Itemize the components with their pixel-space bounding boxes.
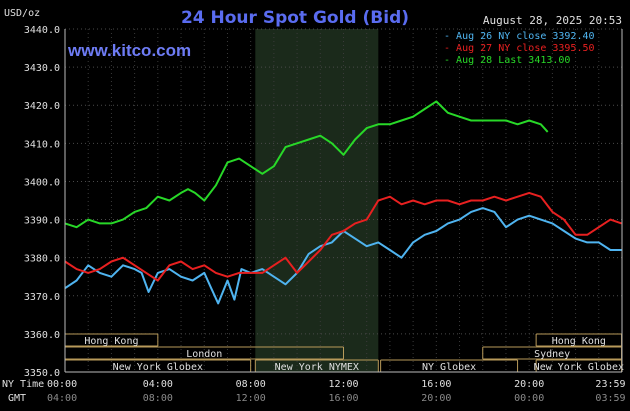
- series-line-1: [64, 191, 622, 282]
- x-tick-label-gmt: 00:00: [514, 393, 544, 404]
- x-tick-label-gmt: 03:59: [595, 393, 625, 404]
- x-tick-label-ny: 04:00: [143, 379, 173, 390]
- session-label: Hong Kong: [84, 336, 138, 347]
- gmt-row-label: GMT: [8, 393, 26, 404]
- website-label[interactable]: www.kitco.com: [67, 41, 191, 60]
- legend-label-aug28: Aug 28 Last 3413.00: [456, 55, 570, 66]
- y-axis-unit-label: USD/oz: [4, 8, 40, 19]
- timestamp: August 28, 2025 20:53: [483, 14, 622, 27]
- x-tick-label-ny: 00:00: [47, 379, 77, 390]
- y-tick-label: 3410.0: [24, 139, 60, 150]
- x-tick-label-gmt: 20:00: [421, 393, 451, 404]
- series-line-0: [64, 207, 622, 305]
- series-line-2: [64, 100, 549, 229]
- y-tick-label: 3390.0: [24, 216, 60, 227]
- legend: - Aug 26 NY close 3392.40 - Aug 27 NY cl…: [444, 31, 595, 66]
- chart-title: 24 Hour Spot Gold (Bid): [181, 8, 409, 28]
- session-label: Hong Kong: [552, 336, 606, 347]
- x-tick-label-gmt: 08:00: [143, 393, 173, 404]
- y-tick-label: 3420.0: [24, 101, 60, 112]
- legend-label-aug27: Aug 27 NY close 3395.50: [456, 43, 594, 54]
- y-tick-label: 3430.0: [24, 63, 60, 74]
- x-tick-label-gmt: 12:00: [236, 393, 266, 404]
- x-tick-label-ny: 20:00: [514, 379, 544, 390]
- y-tick-label: 3350.0: [24, 368, 60, 379]
- x-tick-label-ny: 08:00: [236, 379, 266, 390]
- x-tick-label-gmt: 04:00: [47, 393, 77, 404]
- x-tick-label-ny: 23:59: [595, 379, 625, 390]
- x-tick-label-gmt: 16:00: [328, 393, 358, 404]
- legend-item-aug28: - Aug 28 Last 3413.00: [444, 55, 570, 66]
- x-tick-label-ny: 12:00: [328, 379, 358, 390]
- y-tick-label: 3400.0: [24, 177, 60, 188]
- y-tick-label: 3380.0: [24, 254, 60, 265]
- nymex-session-band: [255, 29, 379, 372]
- session-label: New York Globex: [113, 362, 203, 373]
- session-label: New York Globex: [534, 362, 624, 373]
- y-tick-label: 3360.0: [24, 330, 60, 341]
- x-tick-label-ny: 16:00: [421, 379, 451, 390]
- y-tick-label: 3370.0: [24, 292, 60, 303]
- legend-item-aug26: - Aug 26 NY close 3392.40: [444, 31, 595, 42]
- ny-time-row-label: NY Time: [2, 379, 44, 390]
- session-label: New York NYMEX: [275, 362, 359, 373]
- session-label: NY Globex: [422, 362, 476, 373]
- legend-item-aug27: - Aug 27 NY close 3395.50: [444, 43, 595, 54]
- y-tick-label: 3440.0: [24, 25, 60, 36]
- legend-label-aug26: Aug 26 NY close 3392.40: [456, 31, 594, 42]
- session-label: London: [186, 349, 222, 360]
- session-label: Sydney: [534, 349, 570, 360]
